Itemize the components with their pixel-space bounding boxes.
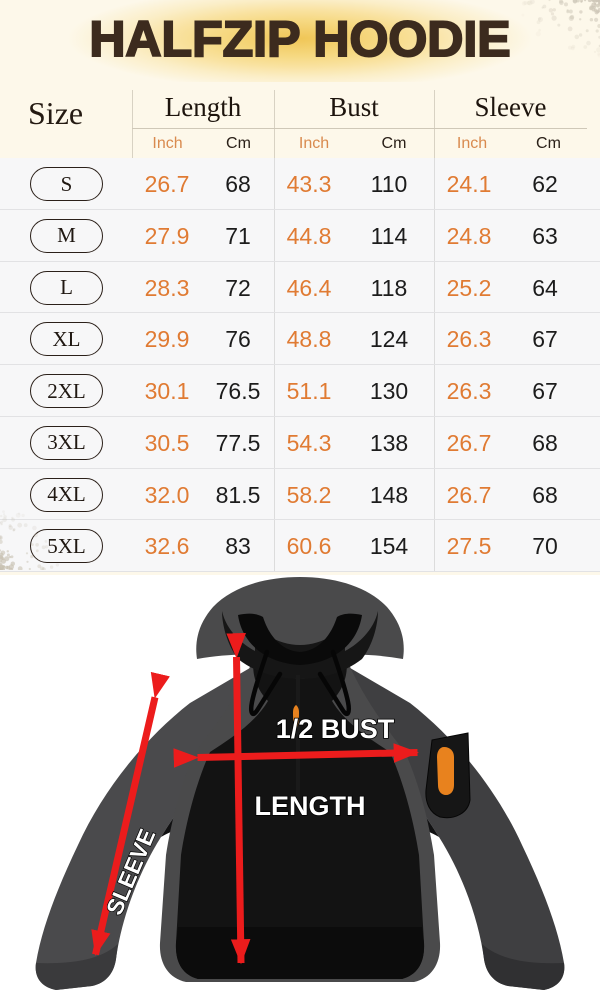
svg-text:LENGTH: LENGTH — [255, 791, 366, 821]
svg-text:1/2 BUST: 1/2 BUST — [276, 714, 395, 744]
